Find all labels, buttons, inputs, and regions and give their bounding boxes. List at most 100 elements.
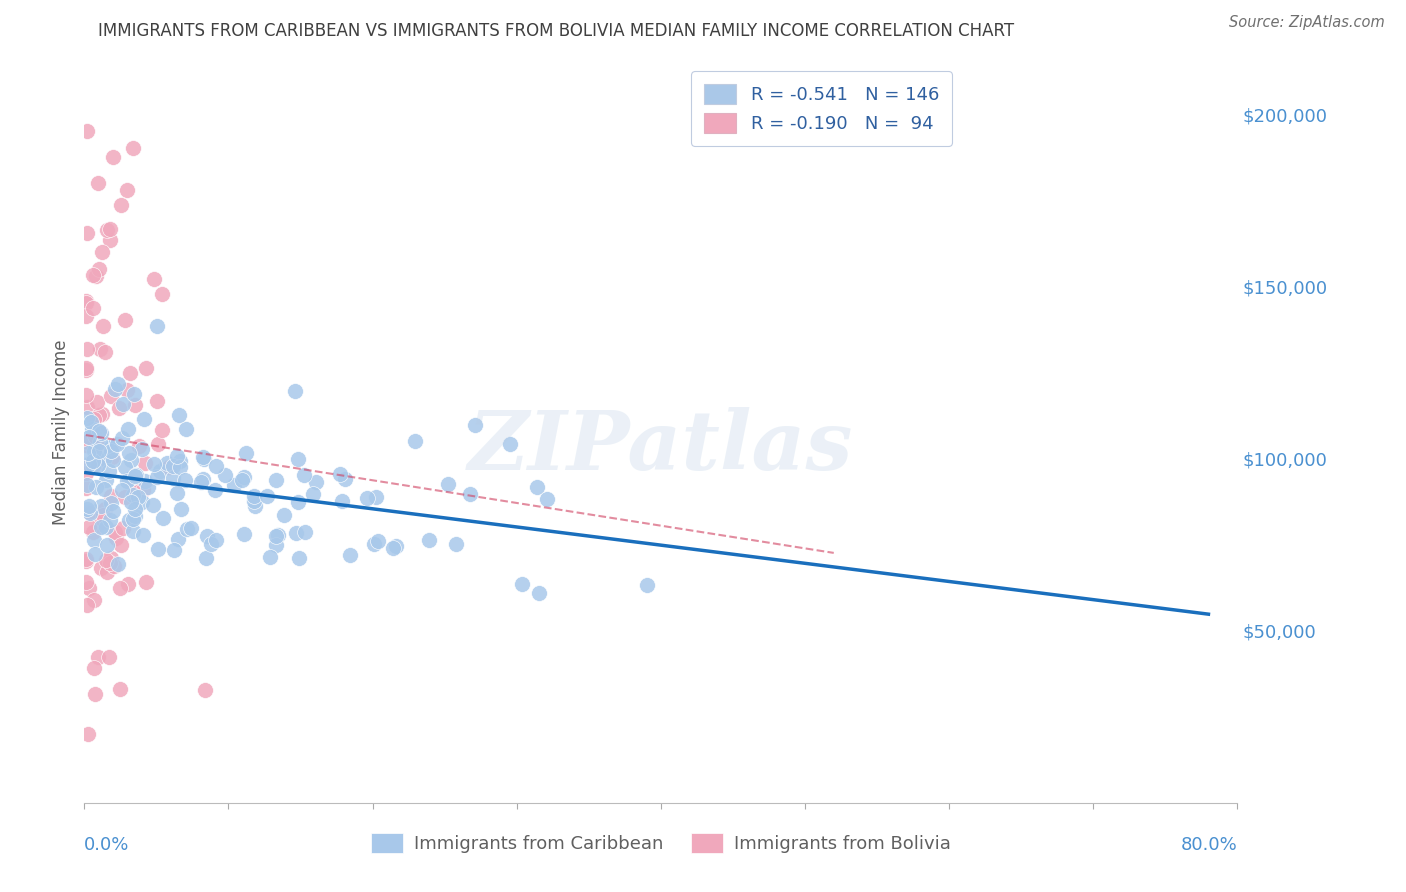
Point (356, 491, 378, 505)
Point (121, 140, 143, 154)
Point (259, 549, 281, 564)
Point (273, 508, 295, 523)
Point (82, 422, 104, 436)
Point (156, 456, 179, 470)
Point (94, 502, 117, 516)
Point (100, 513, 122, 527)
Text: IMMIGRANTS FROM CARIBBEAN VS IMMIGRANTS FROM BOLIVIA MEDIAN FAMILY INCOME CORREL: IMMIGRANTS FROM CARIBBEAN VS IMMIGRANTS … (98, 22, 1015, 40)
Point (169, 454, 191, 468)
Point (124, 469, 146, 483)
Y-axis label: Median Family Income: Median Family Income (52, 340, 70, 525)
Point (90, 499, 112, 513)
Point (103, 559, 125, 574)
Point (146, 542, 169, 557)
Point (75, 554, 97, 568)
Point (89, 342, 111, 356)
Point (214, 467, 236, 482)
Point (76, 226, 98, 240)
Point (114, 490, 136, 504)
Point (86, 458, 108, 472)
Point (89, 425, 111, 439)
Point (77, 582, 100, 596)
Point (149, 464, 172, 478)
Point (124, 509, 146, 524)
Point (76, 401, 98, 415)
Point (103, 439, 125, 453)
Point (174, 422, 197, 436)
Point (190, 475, 212, 489)
Point (96, 553, 118, 567)
Point (145, 318, 167, 333)
Point (302, 487, 325, 501)
Point (166, 450, 188, 464)
Point (283, 384, 305, 398)
Point (83, 661, 105, 675)
Point (86, 650, 108, 665)
Point (117, 422, 139, 436)
Point (77, 457, 100, 471)
Point (75, 438, 97, 452)
Point (150, 424, 173, 438)
Point (75, 482, 97, 496)
Point (292, 467, 315, 482)
Point (90, 561, 112, 575)
Point (90, 407, 112, 421)
Point (122, 386, 145, 401)
Point (83, 429, 105, 443)
Point (128, 438, 150, 452)
Point (76, 598, 98, 612)
Point (76, 445, 98, 459)
Point (195, 529, 218, 543)
Point (82, 524, 104, 539)
Point (96, 565, 118, 579)
Point (162, 458, 184, 473)
Point (110, 197, 132, 211)
Point (107, 377, 129, 392)
Point (121, 453, 143, 467)
Point (103, 150, 125, 164)
Point (329, 467, 352, 481)
Point (118, 512, 141, 526)
Point (180, 521, 202, 535)
Point (191, 472, 214, 486)
Point (104, 524, 127, 539)
Text: Source: ZipAtlas.com: Source: ZipAtlas.com (1229, 15, 1385, 29)
Point (100, 440, 122, 454)
Point (131, 442, 153, 456)
Point (75, 293, 97, 308)
Point (100, 389, 122, 403)
Point (256, 489, 278, 503)
Point (89, 444, 111, 458)
Point (526, 480, 548, 494)
Point (90, 516, 112, 530)
Point (75, 363, 97, 377)
Point (124, 475, 146, 489)
Point (117, 576, 139, 591)
Point (536, 491, 558, 506)
Point (101, 503, 124, 517)
Point (284, 526, 307, 541)
Point (83, 533, 105, 547)
Point (75, 360, 97, 375)
Point (193, 451, 215, 466)
Point (87, 176, 110, 190)
Point (76, 434, 98, 449)
Point (118, 472, 141, 486)
Point (136, 480, 159, 494)
Point (124, 399, 146, 413)
Point (152, 511, 174, 525)
Point (86, 269, 108, 284)
Point (287, 451, 309, 466)
Text: ZIPatlas: ZIPatlas (468, 408, 853, 487)
Point (335, 472, 357, 486)
Point (115, 474, 138, 488)
Point (305, 475, 328, 489)
Point (100, 495, 122, 509)
Point (191, 450, 214, 465)
Point (96, 473, 118, 487)
Point (100, 489, 122, 503)
Point (76, 457, 98, 471)
Point (132, 412, 155, 426)
Point (235, 446, 257, 460)
Point (231, 473, 253, 487)
